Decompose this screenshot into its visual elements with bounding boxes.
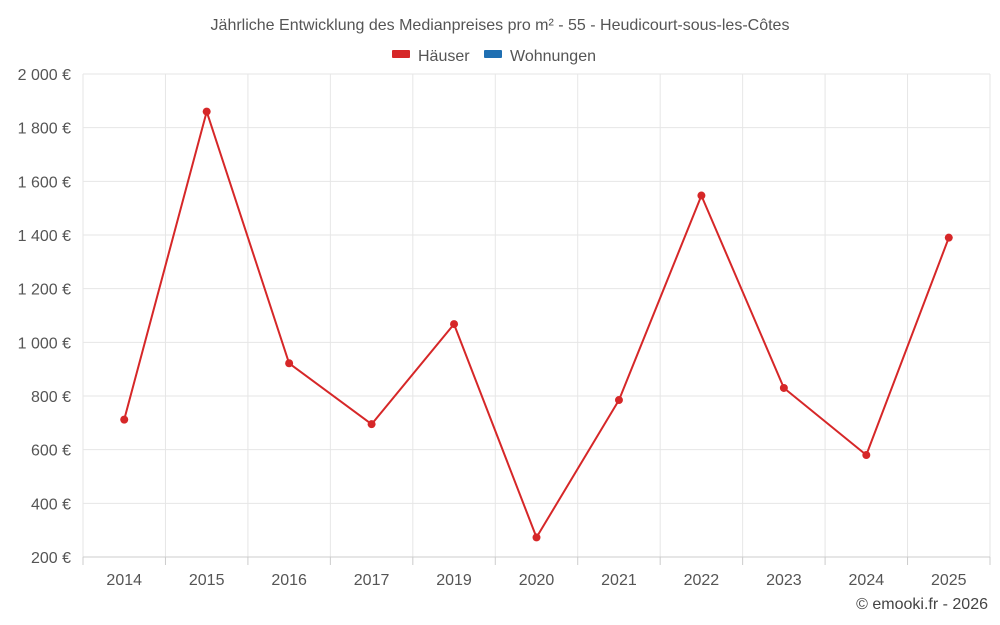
y-axis-ticks: 2 000 € 1 800 € 1 600 € 1 400 € 1 200 € 1 000… — [18, 67, 71, 567]
y-tick-label: 2 000 € — [18, 67, 71, 84]
chart-title: Jährliche Entwicklung des Medianpreises … — [211, 17, 790, 34]
data-point[interactable] — [285, 359, 294, 368]
y-tick-label: 200 € — [31, 550, 71, 567]
legend-label-wohnungen: Wohnungen — [510, 48, 596, 65]
x-tick-label: 2017 — [354, 572, 390, 589]
y-tick-label: 1 400 € — [18, 228, 71, 245]
data-point[interactable] — [614, 396, 623, 405]
x-tick-label: 2014 — [106, 572, 142, 589]
x-tick-label: 2020 — [519, 572, 555, 589]
x-tick-label: 2023 — [766, 572, 802, 589]
x-tick-label: 2016 — [271, 572, 307, 589]
y-tick-label: 800 € — [31, 389, 71, 406]
grid — [82, 73, 991, 557]
data-point[interactable] — [944, 233, 953, 242]
y-tick-label: 1 600 € — [18, 174, 71, 191]
legend-swatch-haeuser — [392, 50, 410, 58]
data-point[interactable] — [120, 415, 129, 424]
x-tick-label: 2019 — [436, 572, 472, 589]
y-tick-label: 600 € — [31, 443, 71, 460]
data-point[interactable] — [697, 191, 706, 200]
y-tick-label: 1 200 € — [18, 282, 71, 299]
y-tick-label: 1 800 € — [18, 121, 71, 138]
data-point[interactable] — [779, 383, 788, 392]
x-axis-ticks: 2014 2015 2016 2017 2019 2020 2021 2022 2023 2024… — [82, 557, 991, 589]
x-tick-label: 2015 — [189, 572, 225, 589]
legend-item-wohnungen[interactable]: Wohnungen — [484, 48, 596, 65]
credit-text: © emooki.fr - 2026 — [856, 596, 988, 613]
legend: Häuser Wohnungen — [392, 48, 596, 65]
data-point[interactable] — [202, 107, 211, 116]
data-point[interactable] — [862, 451, 871, 460]
data-point[interactable] — [532, 533, 541, 542]
series-group — [120, 107, 953, 542]
x-tick-label: 2024 — [849, 572, 885, 589]
legend-label-haeuser: Häuser — [418, 48, 470, 65]
legend-swatch-wohnungen — [484, 50, 502, 58]
x-tick-label: 2025 — [931, 572, 967, 589]
legend-item-haeuser[interactable]: Häuser — [392, 48, 470, 65]
x-tick-label: 2021 — [601, 572, 637, 589]
data-point[interactable] — [450, 320, 459, 329]
y-tick-label: 1 000 € — [18, 335, 71, 352]
y-tick-label: 400 € — [31, 496, 71, 513]
data-point[interactable] — [367, 420, 376, 429]
x-tick-label: 2022 — [684, 572, 720, 589]
